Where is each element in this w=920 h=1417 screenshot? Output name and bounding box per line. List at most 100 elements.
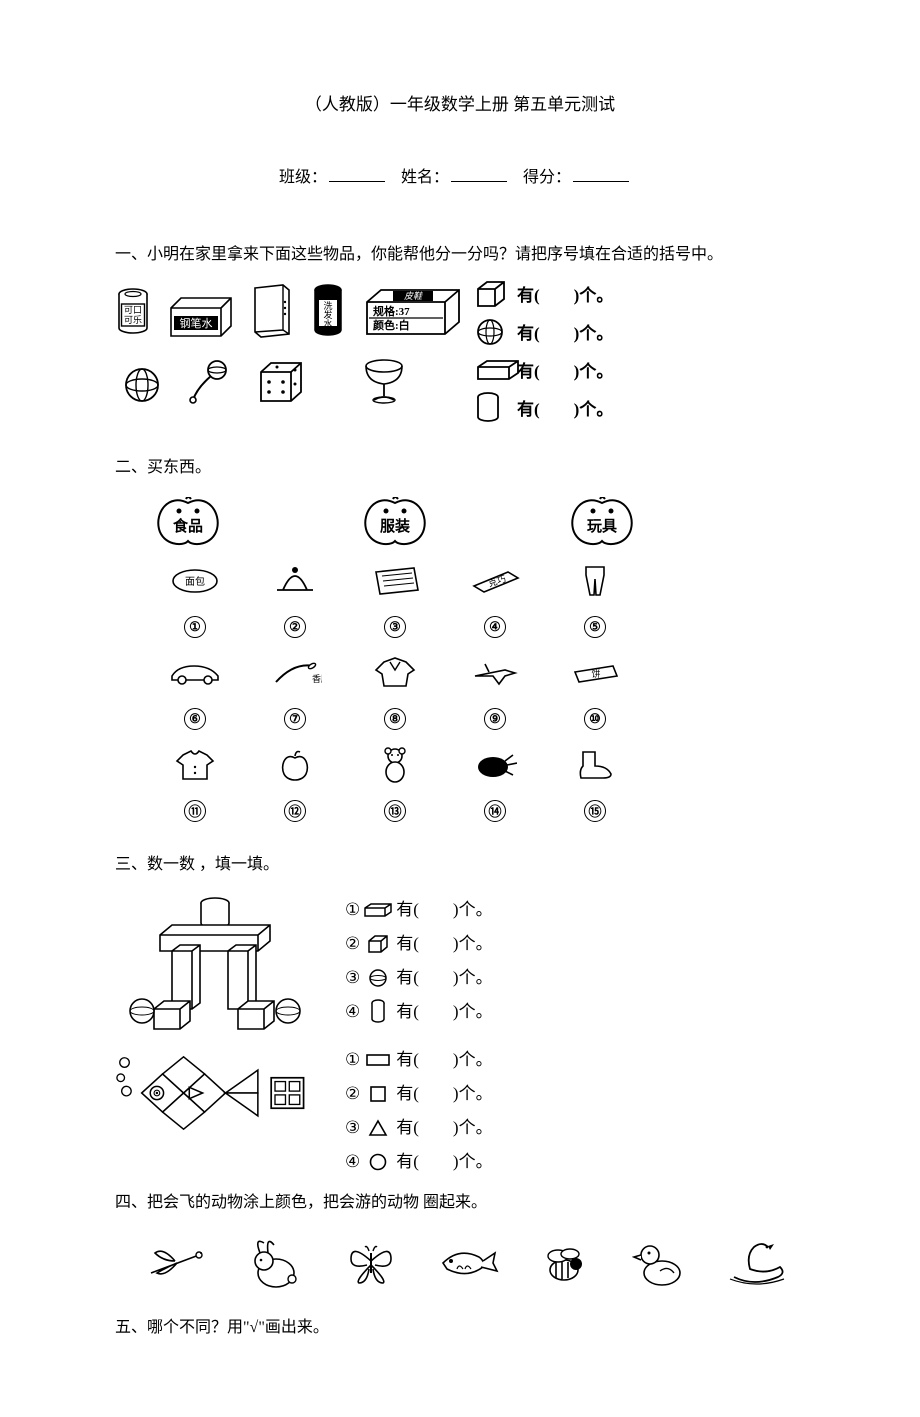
inkbox-icon: 钢笔水 — [169, 296, 233, 338]
triangle-icon — [360, 1119, 396, 1137]
name-label: 姓名： — [401, 169, 449, 186]
num-10: ⑩ — [584, 708, 606, 730]
num-15: ⑮ — [584, 800, 606, 822]
dice-icon — [257, 360, 305, 404]
svg-text:面包: 面包 — [185, 575, 205, 588]
rattle-icon — [187, 358, 231, 404]
num-2: ② — [284, 616, 306, 638]
s2-items-grid: 面包 克巧 ① ② ③ ④ ⑤ 香肠 饼 ⑥ ⑦ ⑧ ⑨ ⑩ — [145, 559, 645, 833]
num-8: ⑧ — [384, 708, 406, 730]
worksheet-page: （人教版）一年级数学上册 第五单元测试 班级： 姓名： 得分： 一、小明在家里拿… — [0, 0, 920, 1417]
fish-icon — [435, 1243, 499, 1283]
cylinder-tall-icon — [360, 999, 396, 1025]
num-7: ⑦ — [284, 708, 306, 730]
cube-small-icon — [360, 934, 396, 954]
bread-icon: 面包 — [170, 566, 220, 596]
s1-objects: 可口 可乐 钢笔水 — [115, 284, 475, 404]
shoebox-icon: 皮鞋 规格:37 颜色:白 — [363, 288, 463, 338]
s3-heading: 三、数一数 ，填一填。 — [115, 851, 805, 880]
s4-animals — [139, 1232, 795, 1294]
hat-icon — [273, 564, 317, 598]
chocolate-icon: 克巧 — [468, 566, 522, 596]
meta-line: 班级： 姓名： 得分： — [115, 163, 805, 187]
duck-icon — [632, 1235, 688, 1291]
sausage-icon: 香肠 — [268, 656, 322, 690]
svg-text:颜色:白: 颜色:白 — [373, 318, 410, 332]
s3-setA: ①有( )个。 ②有( )个。 ③有( )个。 ④有( )个。 — [115, 893, 805, 1033]
rectsolid-icon — [475, 358, 517, 382]
apple-fruit-icon — [278, 748, 312, 782]
num-1: ① — [184, 616, 206, 638]
score-label: 得分： — [523, 169, 571, 186]
s1-answers: 有( )个。 有( )个。 有( )个。 有( )个。 — [475, 276, 805, 428]
blocks-structure-icon — [120, 893, 310, 1033]
answer-text: 有( )个。 — [517, 395, 613, 420]
cylinder-icon — [475, 392, 517, 424]
swan-icon — [720, 1237, 792, 1289]
num-11: ⑪ — [184, 800, 206, 822]
svg-text:水: 水 — [323, 318, 332, 329]
book-icon — [251, 284, 293, 338]
s2-heading: 二、买东西。 — [115, 454, 805, 483]
s1-body: 可口 可乐 钢笔水 — [115, 284, 805, 444]
svg-text:皮鞋: 皮鞋 — [404, 291, 423, 301]
num-9: ⑨ — [484, 708, 506, 730]
dragonfly-icon — [145, 1243, 211, 1283]
num-6: ⑥ — [184, 708, 206, 730]
s2-categories: 食品 服装 玩具 — [145, 497, 645, 559]
num-4: ④ — [484, 616, 506, 638]
svg-text:可乐: 可乐 — [124, 314, 142, 325]
sphere-icon — [475, 317, 517, 347]
num-14: ⑭ — [484, 800, 506, 822]
lotion-icon: 洗 发 水 — [311, 284, 345, 338]
class-blank[interactable] — [329, 167, 385, 182]
circle-icon — [360, 1153, 396, 1171]
apple-cat-clothes: 服装 — [360, 497, 430, 549]
score-blank[interactable] — [573, 167, 629, 182]
cube-icon — [475, 279, 517, 309]
svg-text:服装: 服装 — [380, 517, 411, 535]
class-label: 班级： — [279, 169, 327, 186]
name-blank[interactable] — [451, 167, 507, 182]
cola-can-icon: 可口 可乐 — [115, 288, 151, 338]
pants-icon — [576, 563, 614, 599]
square-icon — [360, 1085, 396, 1103]
ball-icon — [123, 366, 161, 404]
rectsolid-flat-icon — [360, 902, 396, 918]
car-icon — [166, 660, 224, 686]
s2-body: 食品 服装 玩具 面包 克巧 ① ② ③ — [145, 497, 645, 833]
doc-title: （人教版）一年级数学上册 第五单元测试 — [115, 90, 805, 115]
rabbit-icon — [244, 1235, 304, 1291]
svg-text:香肠: 香肠 — [312, 674, 322, 684]
apple-cat-food: 食品 — [153, 497, 223, 549]
rect-flat-icon — [360, 1053, 396, 1067]
boot-icon — [573, 748, 617, 782]
answer-text: 有( )个。 — [517, 281, 613, 306]
s1-heading: 一、小明在家里拿来下面这些物品，你能帮他分一分吗？请把序号填在合适的括号中。 — [115, 241, 805, 270]
svg-text:玩具: 玩具 — [587, 518, 617, 535]
svg-text:可口: 可口 — [124, 305, 142, 315]
num-3: ③ — [384, 616, 406, 638]
svg-text:食品: 食品 — [173, 517, 203, 535]
svg-text:钢笔水: 钢笔水 — [180, 316, 213, 330]
answer-text: 有( )个。 — [517, 357, 613, 382]
answer-text: 有( )个。 — [517, 319, 613, 344]
bee-icon — [536, 1240, 590, 1286]
sphere-small-icon — [360, 968, 396, 988]
goblet-icon — [361, 356, 407, 404]
num-5: ⑤ — [584, 616, 606, 638]
svg-text:规格:37: 规格:37 — [373, 304, 410, 318]
svg-text:饼: 饼 — [591, 668, 600, 679]
s5-heading: 五、哪个不同？用"√"画出来。 — [115, 1314, 805, 1343]
s4-heading: 四、把会飞的动物涂上颜色，把会游的动物 圈起来。 — [115, 1189, 805, 1218]
num-12: ⑫ — [284, 800, 306, 822]
butterfly-icon — [345, 1239, 397, 1287]
jacket-icon — [372, 656, 418, 690]
num-13: ⑬ — [384, 800, 406, 822]
s3-setB: ①有( )个。 ②有( )个。 ③有( )个。 ④有( )个。 — [115, 1043, 805, 1179]
notebook-icon — [370, 564, 420, 598]
teddy-icon — [378, 746, 412, 784]
cake-icon: 饼 — [569, 660, 621, 686]
plane-icon — [469, 658, 521, 688]
tshirt-icon — [173, 747, 217, 783]
